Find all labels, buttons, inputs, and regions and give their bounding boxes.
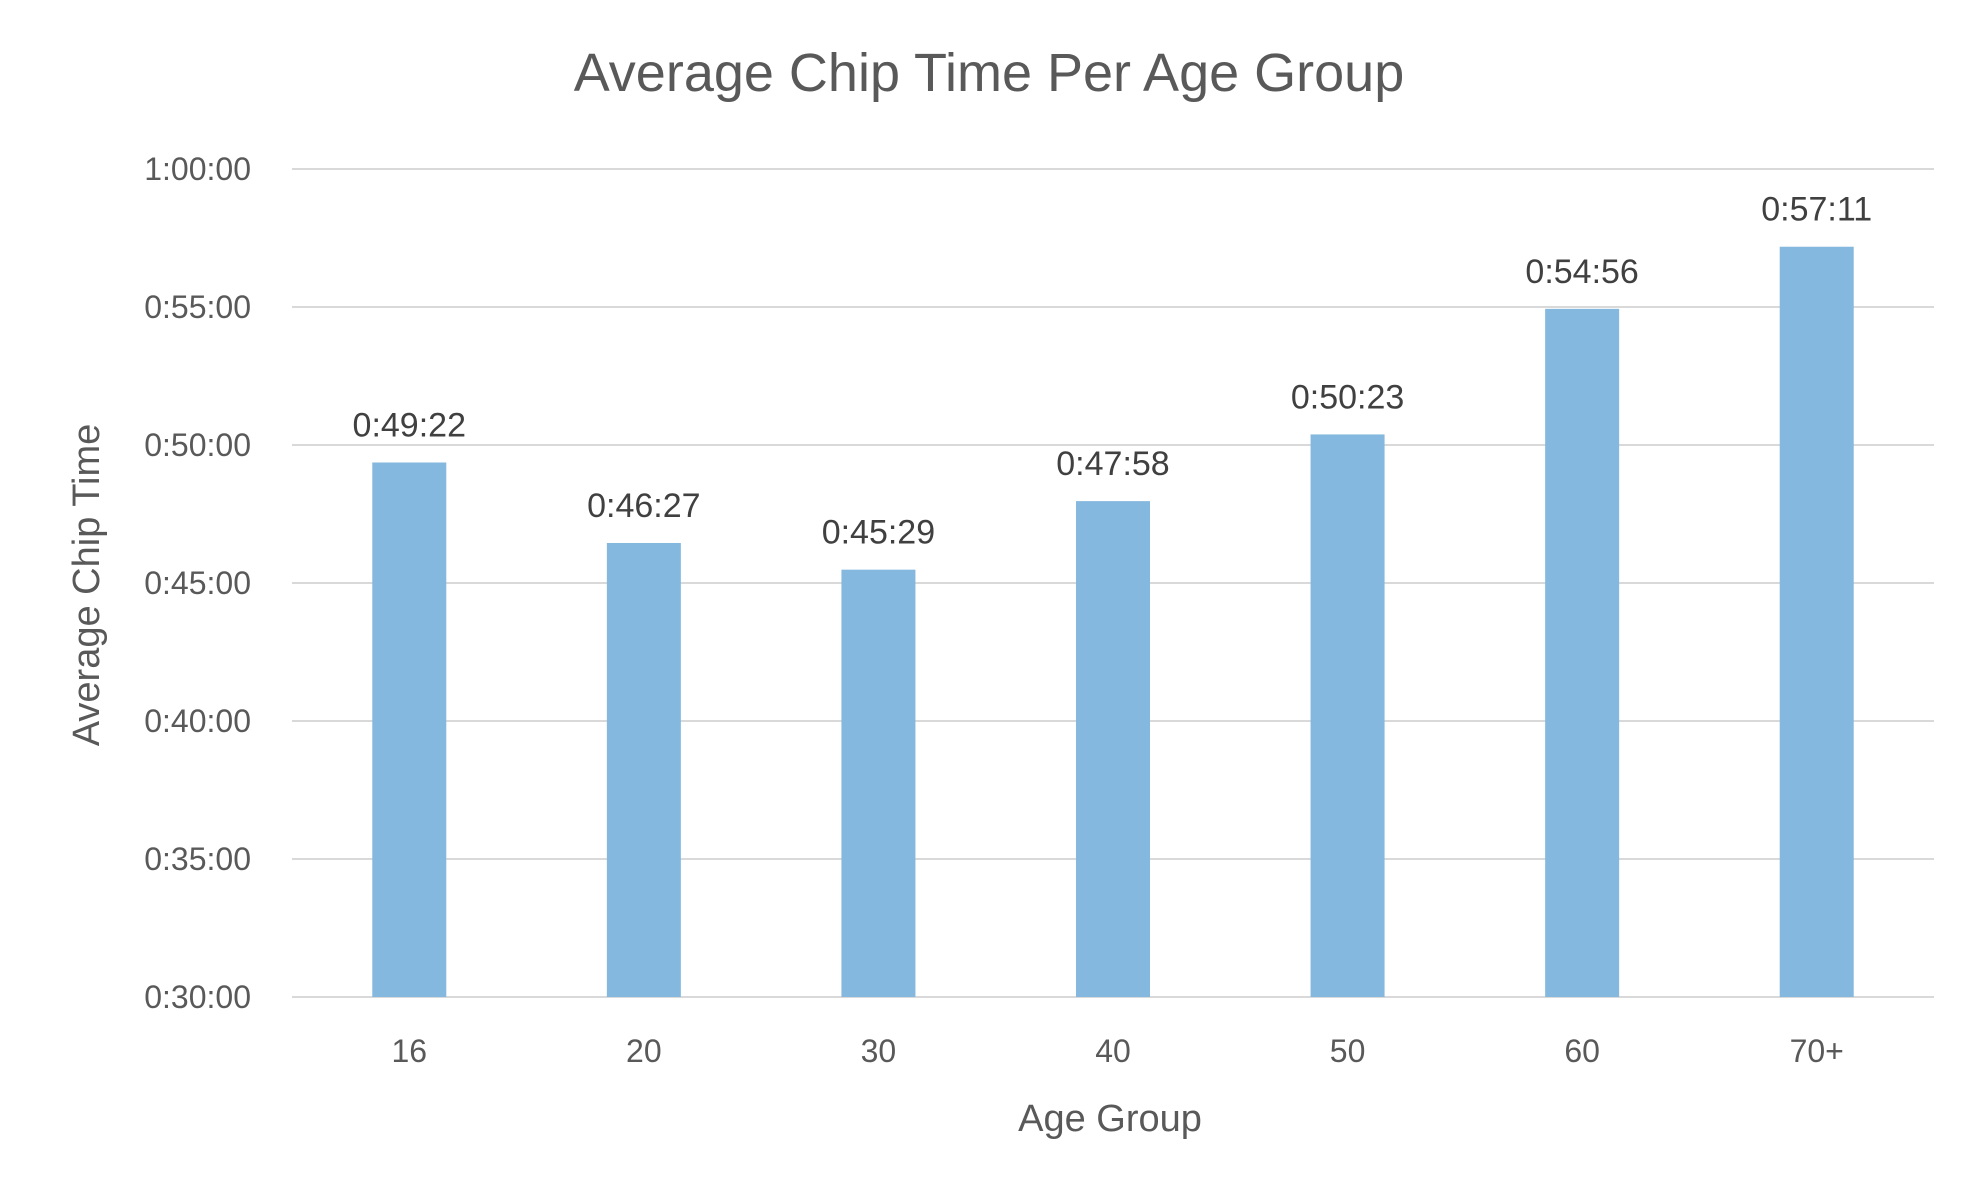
data-label: 0:45:29 (822, 514, 935, 552)
x-tick-label: 60 (1564, 1033, 1600, 1069)
y-tick-label: 0:35:00 (144, 841, 251, 877)
x-tick-label: 20 (626, 1033, 662, 1069)
data-label: 0:47:58 (1056, 445, 1169, 483)
chart-title: Average Chip Time Per Age Group (574, 43, 1404, 103)
bar-50 (1310, 434, 1385, 997)
bar-30 (841, 569, 916, 997)
bars (372, 246, 1854, 998)
y-tick-label: 0:45:00 (144, 565, 251, 601)
bar-60 (1545, 308, 1620, 998)
data-label: 0:46:27 (587, 487, 700, 525)
bar-70plus (1779, 246, 1854, 998)
x-axis-tick-labels: 16 20 30 40 50 60 70+ (391, 1033, 1843, 1069)
data-label: 0:49:22 (353, 406, 466, 444)
x-tick-label: 40 (1095, 1033, 1131, 1069)
x-tick-label: 70+ (1790, 1033, 1844, 1069)
x-tick-label: 16 (391, 1033, 427, 1069)
y-tick-label: 0:50:00 (144, 427, 251, 463)
y-tick-label: 0:55:00 (144, 289, 251, 325)
data-label: 0:50:23 (1291, 378, 1404, 416)
data-label: 0:54:56 (1525, 253, 1638, 291)
y-axis-title: Average Chip Time (66, 424, 108, 746)
y-tick-label: 0:30:00 (144, 979, 251, 1015)
y-tick-label: 0:40:00 (144, 703, 251, 739)
data-label: 0:57:11 (1761, 191, 1872, 229)
x-tick-label: 50 (1330, 1033, 1366, 1069)
x-tick-label: 30 (861, 1033, 897, 1069)
y-axis-tick-labels: 0:30:00 0:35:00 0:40:00 0:45:00 0:50:00 0:55:… (144, 151, 251, 1015)
data-labels: 0:49:22 0:46:27 0:45:29 0:47:58 0:50:23 0:54:… (353, 191, 1873, 552)
x-axis-title: Age Group (1018, 1098, 1202, 1140)
y-tick-label: 1:00:00 (144, 151, 251, 187)
bar-16 (372, 462, 447, 998)
bar-20 (606, 542, 681, 997)
bar-40 (1076, 501, 1150, 997)
